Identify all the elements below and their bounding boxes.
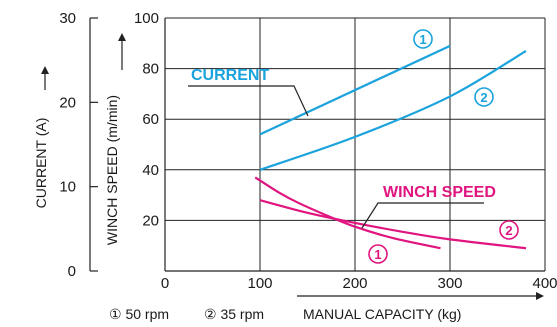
current-label-leader: [188, 85, 309, 117]
current-series-2-marker-text: 2: [480, 90, 487, 105]
current-group-label: CURRENT: [191, 67, 269, 84]
y-current-tick-label-30: 30: [59, 10, 76, 27]
winch-speed-series-2-marker-text: 2: [505, 223, 512, 238]
y-axis-current-title: CURRENT (A): [33, 118, 49, 209]
series-lines: [254, 44, 527, 250]
y-axis-speed-title: WINCH SPEED (m/min): [104, 95, 120, 245]
x-tick-label-300: 300: [437, 275, 462, 292]
winch-speed-label-leader: [361, 202, 484, 229]
x-tick-label-400: 400: [532, 275, 557, 292]
x-tick-label-100: 100: [247, 275, 272, 292]
y-speed-tick-label-100: 100: [134, 10, 159, 27]
x-arrow-head: [536, 292, 544, 300]
winch-speed-group-label: WINCH SPEED: [383, 184, 496, 201]
current-series-2-marker: 2: [474, 87, 494, 107]
winch-speed-series-2-line: [259, 199, 527, 250]
y-speed-tick-label-80: 80: [142, 61, 159, 78]
legend-35rpm: ② 35 rpm: [204, 306, 264, 322]
labels: 0 100 200 300 400 20 40 60 80 100 0 10 20 30 1 2 1 2: [59, 10, 557, 292]
current-series-2-marker-circle: [474, 87, 494, 107]
current-series-1-line: [259, 44, 451, 136]
grid: [165, 17, 546, 271]
y-speed-tick-label-40: 40: [142, 162, 159, 179]
legend-50rpm: ① 50 rpm: [109, 306, 169, 322]
current-series-2-line: [259, 49, 527, 171]
speed-arrow-head: [118, 33, 126, 41]
axes: [41, 17, 545, 300]
winch-speed-series-2-marker: 2: [499, 220, 519, 240]
current-series-1-marker-circle: [413, 29, 433, 49]
winch-speed-series-2-marker-circle: [499, 220, 519, 240]
current-series-1-marker-text: 1: [419, 32, 426, 47]
y-current-tick-label-20: 20: [59, 94, 76, 111]
y-speed-tick-label-20: 20: [142, 212, 159, 229]
winch-speed-series-1-marker: 1: [368, 244, 388, 264]
winch-speed-series-1-marker-circle: [368, 244, 388, 264]
current-arrow-head: [41, 66, 49, 74]
x-tick-label-0: 0: [161, 275, 169, 292]
current-series-1-marker: 1: [413, 29, 433, 49]
x-axis-title: MANUAL CAPACITY (kg): [303, 306, 461, 322]
y-current-tick-label-10: 10: [59, 179, 76, 196]
x-tick-label-200: 200: [342, 275, 367, 292]
y-current-tick-label-0: 0: [68, 263, 76, 280]
winch-speed-series-1-marker-text: 1: [374, 247, 381, 262]
winch-speed-series-1-line: [254, 176, 441, 250]
y-speed-tick-label-60: 60: [142, 111, 159, 128]
